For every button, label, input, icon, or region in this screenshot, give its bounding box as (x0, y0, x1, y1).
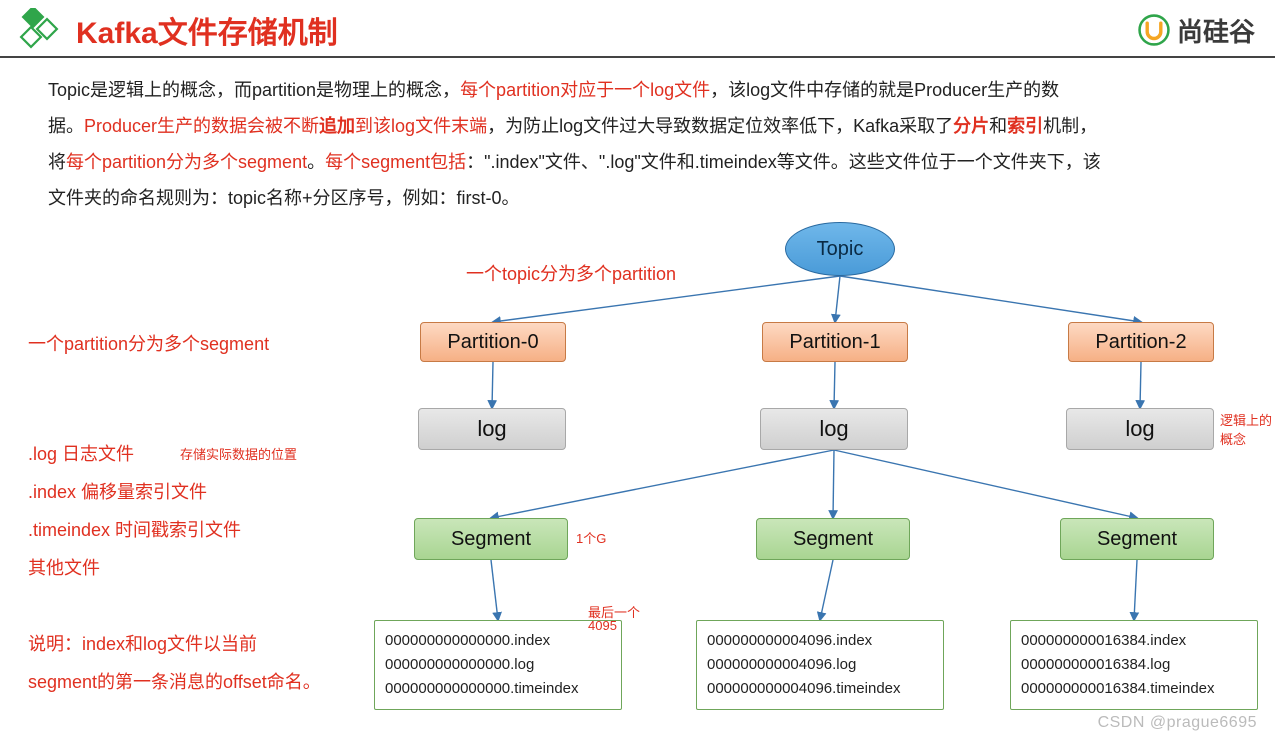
files-node: 000000000000000.index000000000000000.log… (374, 620, 622, 710)
annotation: 逻辑上的 概念 (1220, 410, 1272, 448)
description-paragraph: Topic是逻辑上的概念，而partition是物理上的概念，每个partiti… (0, 58, 1275, 222)
para-text: 到该log文件末端 (355, 116, 487, 136)
para-text: ：".index"文件、".log"文件和.timeindex等文件。这些文件位… (466, 152, 1101, 172)
header: Kafka文件存储机制 尚硅谷 (0, 0, 1275, 58)
para-text: 追加 (319, 116, 355, 136)
para-text: 分片 (953, 116, 989, 136)
annotation: 一个topic分为多个partition (466, 260, 676, 286)
annotation: segment的第一条消息的offset命名。 (28, 668, 321, 694)
para-text: 据。 (48, 116, 84, 136)
file-line: 000000000004096.log (707, 653, 933, 677)
file-line: 000000000004096.index (707, 629, 933, 653)
para-text: 文件夹的命名规则为：topic名称+分区序号，例如：first-0。 (48, 188, 520, 208)
partition-node: Partition-1 (762, 322, 908, 362)
para-text: 每个partition分为多个segment (66, 152, 307, 172)
para-text: 每个partition对应于一个log文件 (460, 80, 710, 100)
annotation: .log 日志文件 (28, 440, 134, 466)
para-text: ，该log文件中存储的就是Producer生产的数 (710, 80, 1059, 100)
segment-node: Segment (1060, 518, 1214, 560)
annotation: 4095 (588, 618, 617, 633)
logo-left: Kafka文件存储机制 (16, 8, 338, 52)
para-text: 。 (307, 152, 325, 172)
para-text: ，为防止log文件过大导致数据定位效率低下，Kafka采取了 (487, 116, 953, 136)
file-line: 000000000000000.index (385, 629, 611, 653)
file-line: 000000000016384.log (1021, 653, 1247, 677)
segment-node: Segment (756, 518, 910, 560)
segment-node: Segment (414, 518, 568, 560)
file-line: 000000000004096.timeindex (707, 677, 933, 701)
annotation: 存储实际数据的位置 (180, 444, 297, 463)
partition-node: Partition-0 (420, 322, 566, 362)
annotation: .index 偏移量索引文件 (28, 478, 207, 504)
annotation: 一个partition分为多个segment (28, 330, 269, 356)
annotation: 说明：index和log文件以当前 (28, 630, 257, 656)
file-line: 000000000016384.timeindex (1021, 677, 1247, 701)
para-text: 每个segment包括 (325, 152, 466, 172)
topic-node: Topic (785, 222, 895, 276)
para-text: 和 (989, 116, 1007, 136)
para-text: 索引 (1007, 116, 1043, 136)
file-line: 000000000016384.index (1021, 629, 1247, 653)
para-text: Topic是逻辑上的概念，而partition是物理上的概念， (48, 80, 460, 100)
brand-icon (1137, 13, 1171, 47)
file-line: 000000000000000.timeindex (385, 677, 611, 701)
para-text: Producer生产的数据会被不断 (84, 116, 319, 136)
para-text: 机制， (1043, 116, 1097, 136)
page-title: Kafka文件存储机制 (76, 8, 338, 52)
log-node: log (418, 408, 566, 450)
brand-text: 尚硅谷 (1177, 12, 1255, 49)
annotation: 1个G (576, 528, 606, 547)
diamond-icon (16, 8, 60, 52)
watermark: CSDN @prague6695 (1098, 714, 1257, 732)
files-node: 000000000004096.index000000000004096.log… (696, 620, 944, 710)
diagram: Topic Partition-0 Partition-1 Partition-… (0, 222, 1275, 742)
annotation: .timeindex 时间戳索引文件 (28, 516, 241, 542)
file-line: 000000000000000.log (385, 653, 611, 677)
annotation: 其他文件 (28, 554, 100, 580)
files-node: 000000000016384.index000000000016384.log… (1010, 620, 1258, 710)
brand-logo: 尚硅谷 (1137, 12, 1255, 49)
log-node: log (760, 408, 908, 450)
log-node: log (1066, 408, 1214, 450)
partition-node: Partition-2 (1068, 322, 1214, 362)
para-text: 将 (48, 152, 66, 172)
